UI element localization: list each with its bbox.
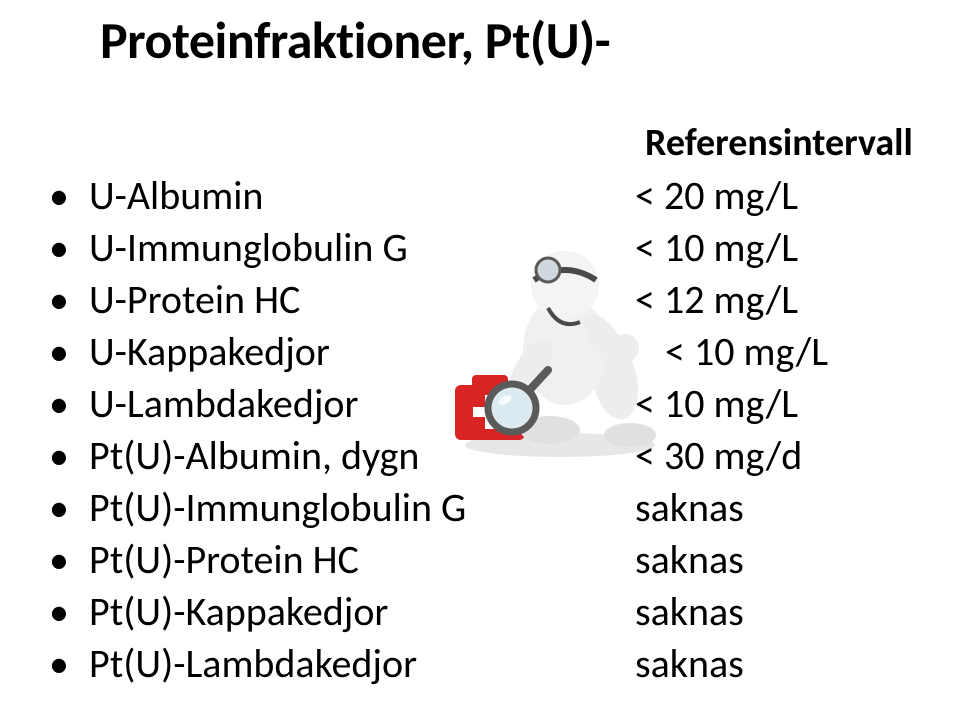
item-label: Pt(U)-Kappakedjor — [89, 592, 388, 632]
bullet-icon: • — [45, 644, 89, 684]
item-label: U-Kappakedjor — [89, 332, 330, 372]
item-label: U-Lambdakedjor — [89, 384, 358, 424]
item-value: < 10 mg/L — [635, 228, 798, 268]
list-item: •Pt(U)-Kappakedjor saknas — [45, 592, 920, 644]
slide-title: Proteinfraktioner, Pt(U)- — [100, 8, 920, 72]
list-item: •U-Albumin < 20 mg/L — [45, 176, 920, 228]
bullet-icon: • — [45, 592, 89, 632]
item-value: saknas — [635, 488, 744, 528]
bullet-icon: • — [45, 280, 89, 320]
item-label: Pt(U)-Albumin, dygn — [89, 436, 419, 476]
list-item: •U-Kappakedjor < 10 mg/L — [45, 332, 920, 384]
item-value: saknas — [635, 540, 744, 580]
item-value: saknas — [635, 644, 744, 684]
list-item: •Pt(U)-Albumin, dygn < 30 mg/d — [45, 436, 920, 488]
list-item: •U-Immunglobulin G < 10 mg/L — [45, 228, 920, 280]
list-item: •U-Lambdakedjor < 10 mg/L — [45, 384, 920, 436]
item-label: Pt(U)-Lambdakedjor — [89, 644, 417, 684]
list-item: •Pt(U)-Lambdakedjor saknas — [45, 644, 920, 696]
item-value: saknas — [635, 592, 744, 632]
slide: Proteinfraktioner, Pt(U)- Referensinterv… — [0, 0, 960, 706]
item-label: U-Protein HC — [89, 280, 300, 320]
bullet-icon: • — [45, 540, 89, 580]
item-label: U-Immunglobulin G — [89, 228, 408, 268]
item-value: < 30 mg/d — [635, 436, 802, 476]
item-label: Pt(U)-Protein HC — [89, 540, 359, 580]
item-label: Pt(U)-Immunglobulin G — [89, 488, 466, 528]
bullet-icon: • — [45, 384, 89, 424]
item-value: < 20 mg/L — [635, 176, 798, 216]
item-value: < 10 mg/L — [665, 332, 828, 372]
bullet-icon: • — [45, 176, 89, 216]
list-item: •Pt(U)-Protein HC saknas — [45, 540, 920, 592]
list-item: •Pt(U)-Immunglobulin G saknas — [45, 488, 920, 540]
bullet-icon: • — [45, 488, 89, 528]
reference-interval-label: Referensintervall — [645, 120, 913, 166]
bullet-icon: • — [45, 436, 89, 476]
item-value: < 12 mg/L — [635, 280, 798, 320]
bullet-icon: • — [45, 332, 89, 372]
item-list: •U-Albumin< 20 mg/L•U-Immunglobulin G< 1… — [45, 176, 920, 696]
item-label: U-Albumin — [89, 176, 263, 216]
bullet-icon: • — [45, 228, 89, 268]
item-value: < 10 mg/L — [635, 384, 798, 424]
list-item: •U-Protein HC < 12 mg/L — [45, 280, 920, 332]
